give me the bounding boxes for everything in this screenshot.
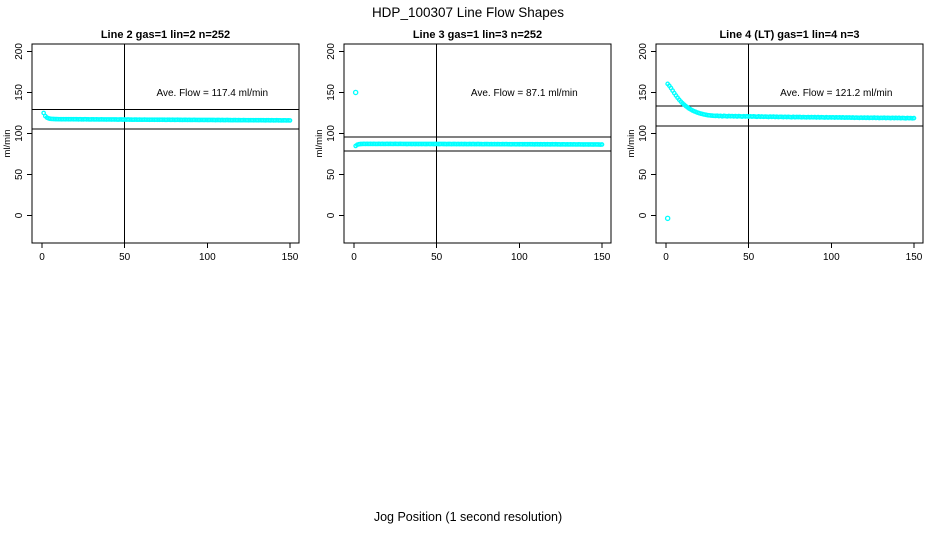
y-tick-label: 150 — [638, 84, 649, 101]
plot-box — [31, 43, 300, 244]
x-tick-label: 100 — [823, 252, 840, 263]
panel-1: Line 2 gas=1 lin=2 n=252 0 50 100 150 0 50 100 1… — [2, 29, 300, 263]
x-tick-label: 150 — [906, 252, 923, 263]
y-tick-label: 200 — [14, 43, 25, 60]
data-points — [352, 89, 605, 149]
x-tick-label: 0 — [351, 252, 357, 263]
y-tick-label: 50 — [638, 168, 649, 180]
ave-flow-annotation: Ave. Flow = 121.2 ml/min — [780, 88, 892, 99]
panel-2: Line 3 gas=1 lin=3 n=252 0 50 100 150 0 50 100 1… — [314, 29, 612, 263]
x-tick-label: 100 — [511, 252, 528, 263]
y-tick-label: 100 — [14, 125, 25, 142]
x-tick-label: 50 — [119, 252, 131, 263]
ave-flow-annotation: Ave. Flow = 87.1 ml/min — [471, 88, 578, 99]
outlier-point — [352, 89, 359, 96]
x-tick-label: 150 — [594, 252, 611, 263]
ave-flow-annotation: Ave. Flow = 117.4 ml/min — [156, 88, 268, 99]
x-tick-label: 0 — [39, 252, 45, 263]
plot-box — [655, 43, 924, 244]
x-tick-label: 0 — [663, 252, 669, 263]
y-tick-label: 50 — [326, 168, 337, 180]
y-tick-label: 0 — [14, 212, 25, 218]
y-tick-label: 150 — [14, 84, 25, 101]
x-tick-label: 50 — [743, 252, 755, 263]
data-points — [664, 81, 917, 222]
main-title: HDP_100307 Line Flow Shapes — [371, 5, 565, 20]
y-axis-label: ml/min — [2, 130, 13, 158]
y-tick-label: 150 — [326, 84, 337, 101]
y-axis-label: ml/min — [314, 130, 325, 158]
data-point — [911, 115, 917, 121]
y-tick-label: 200 — [326, 43, 337, 60]
plot-box — [343, 43, 612, 244]
figure-canvas: Line 2 gas=1 lin=2 n=252 0 50 100 150 0 50 100 1… — [2, 29, 924, 263]
data-point — [287, 118, 293, 123]
panel-title: Line 4 (LT) gas=1 lin=4 n=3 — [719, 29, 859, 41]
outlier-point — [664, 215, 671, 222]
panel-title: Line 2 gas=1 lin=2 n=252 — [101, 29, 230, 41]
x-tick-label: 100 — [199, 252, 216, 263]
y-tick-label: 0 — [326, 212, 337, 218]
y-tick-label: 0 — [638, 212, 649, 218]
panel-title: Line 3 gas=1 lin=3 n=252 — [413, 29, 542, 41]
y-tick-label: 50 — [14, 168, 25, 180]
x-axis-label: Jog Position (1 second resolution) — [373, 510, 563, 524]
y-tick-label: 100 — [638, 125, 649, 142]
panel-3: Line 4 (LT) gas=1 lin=4 n=3 0 50 100 150 0 50 1… — [626, 29, 924, 263]
data-points — [41, 110, 293, 123]
y-tick-label: 100 — [326, 125, 337, 142]
data-point — [599, 142, 605, 147]
x-tick-label: 50 — [431, 252, 443, 263]
y-axis-label: ml/min — [626, 130, 637, 158]
x-tick-label: 150 — [282, 252, 299, 263]
y-tick-label: 200 — [638, 43, 649, 60]
